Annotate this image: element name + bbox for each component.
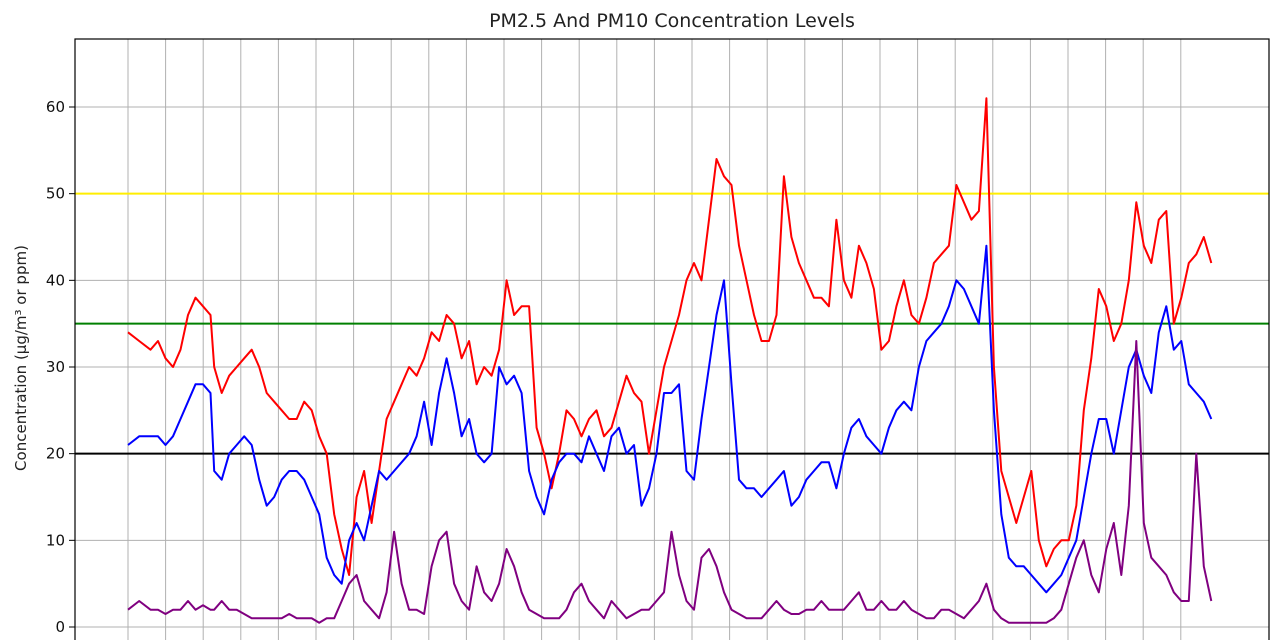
series-line-3	[127, 340, 1213, 624]
y-axis-label: Concentration (µg/m³ or ppm)	[12, 245, 30, 471]
plot-frame	[74, 38, 1270, 640]
y-tick-label: 10	[46, 531, 65, 549]
chart-title: PM2.5 And PM10 Concentration Levels	[489, 10, 855, 32]
series-line-1	[127, 97, 1213, 576]
y-axis-ticks: 0 10 20 30 40 50 60	[46, 98, 75, 636]
y-tick-label: 40	[46, 271, 65, 289]
reference-lines	[75, 192, 1269, 455]
series-group	[127, 97, 1213, 624]
y-tick-label: 20	[46, 445, 65, 463]
y-tick-label: 60	[46, 98, 65, 116]
y-tick-label: 30	[46, 358, 65, 376]
y-tick-label: 50	[46, 185, 65, 203]
y-tick-label: 0	[55, 618, 65, 636]
series-line-2	[127, 244, 1213, 594]
